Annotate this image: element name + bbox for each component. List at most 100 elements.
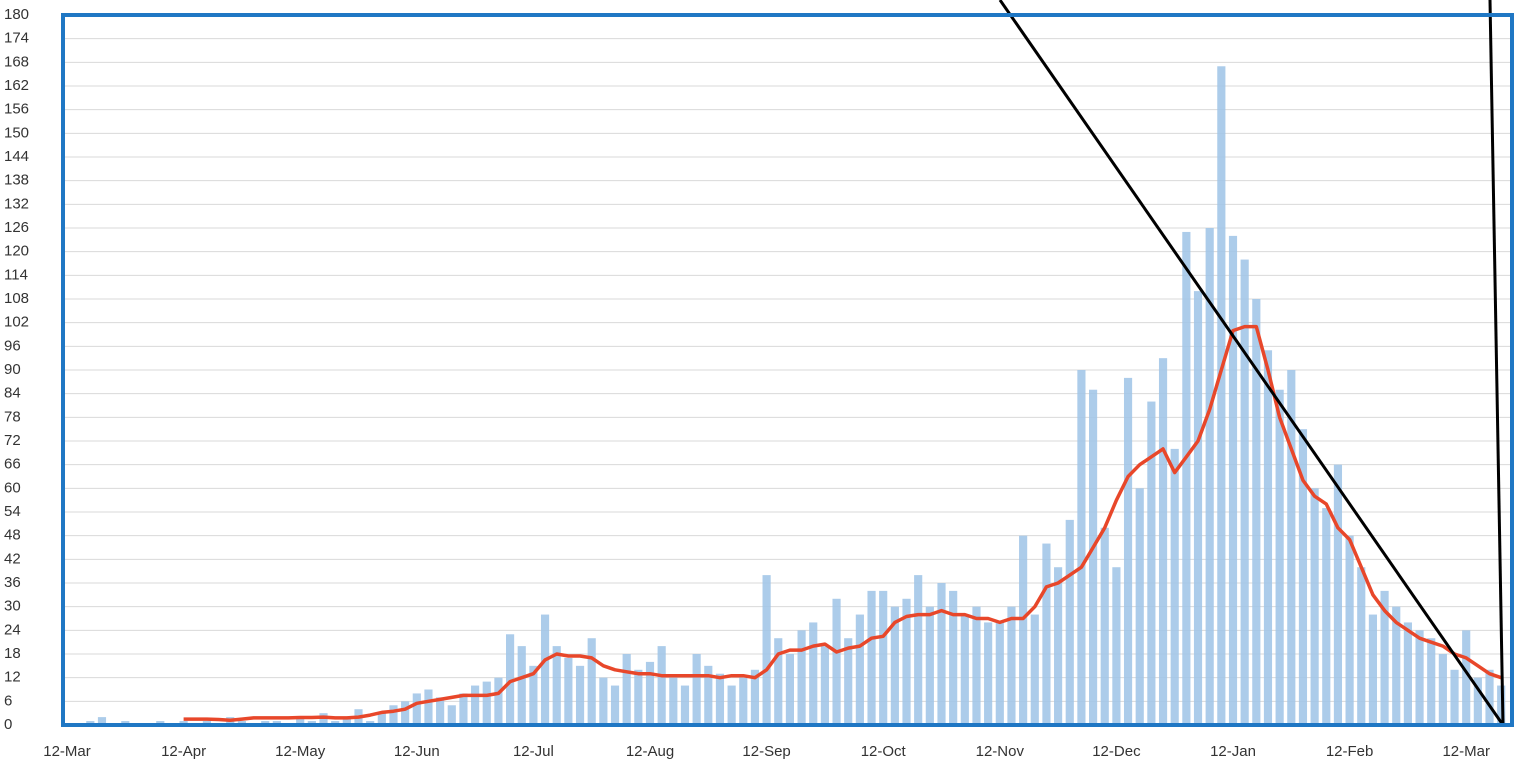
x-tick-label: 12-Jan — [1210, 743, 1256, 760]
bar — [1322, 508, 1331, 725]
bar — [1065, 519, 1074, 725]
bar — [1368, 614, 1378, 725]
bar — [925, 606, 934, 725]
bar — [1054, 567, 1063, 725]
bar — [1123, 377, 1133, 725]
bar — [715, 673, 725, 725]
bar — [1252, 299, 1261, 725]
bar — [610, 685, 620, 725]
y-tick-label: 72 — [4, 432, 21, 449]
bar — [505, 634, 515, 725]
trend-line — [1488, 0, 1505, 726]
bar — [471, 685, 480, 725]
bar — [949, 590, 958, 725]
bar — [1135, 488, 1144, 725]
bar — [424, 689, 433, 725]
bar — [1100, 527, 1109, 725]
y-tick-label: 126 — [4, 219, 29, 236]
y-tick-label: 168 — [4, 53, 29, 70]
bar — [319, 713, 328, 725]
bar — [1217, 66, 1226, 726]
y-tick-label: 156 — [4, 101, 29, 118]
bar — [599, 677, 608, 725]
y-tick-label: 12 — [4, 669, 21, 686]
y-tick-label: 120 — [4, 243, 29, 260]
bar — [1450, 669, 1459, 725]
x-tick-label: 12-Jun — [394, 743, 440, 760]
y-tick-label: 90 — [4, 361, 21, 378]
bar — [984, 622, 993, 725]
bar — [995, 622, 1004, 725]
bar — [529, 665, 538, 725]
bar — [552, 646, 561, 725]
bar — [972, 606, 981, 725]
x-tick-label: 12-Sep — [742, 743, 790, 760]
bar — [494, 677, 503, 725]
y-tick-label: 6 — [4, 692, 12, 709]
y-tick-label: 18 — [4, 645, 21, 662]
bar — [1030, 614, 1039, 725]
y-tick-label: 24 — [4, 621, 21, 638]
bar — [867, 590, 876, 725]
x-tick-label: 12-Dec — [1092, 743, 1141, 760]
bar — [657, 646, 666, 725]
bar — [1357, 567, 1366, 725]
lines — [183, 324, 1502, 723]
bar — [1462, 630, 1471, 725]
plot-border — [61, 13, 1514, 727]
y-tick-label: 36 — [4, 574, 21, 591]
bar — [1147, 401, 1156, 725]
bar — [622, 654, 631, 725]
moving-average-line — [183, 324, 1502, 723]
bar — [517, 646, 526, 725]
bar — [890, 606, 899, 725]
bar — [1298, 429, 1308, 725]
bar — [1403, 622, 1412, 725]
y-tick-label: 0 — [4, 716, 12, 733]
y-tick-label: 48 — [4, 527, 21, 544]
bar — [855, 614, 864, 725]
bar — [692, 654, 701, 725]
y-tick-label: 66 — [4, 456, 21, 473]
bar — [1333, 464, 1343, 725]
bar — [1170, 448, 1179, 725]
y-tick-label: 30 — [4, 598, 21, 615]
bar — [750, 669, 760, 725]
bar — [1427, 638, 1436, 725]
bar — [1042, 543, 1051, 725]
bar — [1240, 259, 1249, 725]
y-tick-label: 144 — [4, 148, 29, 165]
y-tick-label: 78 — [4, 408, 21, 425]
bar — [1112, 567, 1121, 725]
bar — [937, 583, 946, 725]
y-tick-label: 102 — [4, 314, 29, 331]
bar — [97, 717, 107, 725]
y-tick-label: 132 — [4, 195, 29, 212]
bar — [377, 713, 386, 725]
bar — [1345, 535, 1354, 725]
trend-line — [998, 0, 1505, 726]
x-tick-label: 12-Feb — [1326, 743, 1374, 760]
bar — [669, 677, 678, 725]
y-tick-label: 60 — [4, 479, 21, 496]
x-tick-label: 12-Mar — [1442, 743, 1490, 760]
x-tick-label: 12-Aug — [626, 743, 674, 760]
bar — [1193, 291, 1203, 725]
bar — [1485, 669, 1494, 725]
bar — [739, 677, 748, 725]
bar — [1275, 389, 1284, 725]
bar — [960, 614, 969, 725]
y-tick-label: 42 — [4, 550, 21, 567]
bar — [902, 598, 911, 725]
bar — [412, 693, 421, 725]
bar — [1007, 606, 1016, 725]
bar — [1077, 370, 1086, 725]
x-tick-label: 12-Oct — [861, 743, 907, 760]
bar — [1228, 235, 1238, 725]
y-tick-label: 180 — [4, 6, 29, 23]
x-tick-label: 12-Jul — [513, 743, 554, 760]
x-tick-label: 12-May — [275, 743, 326, 760]
bar — [1182, 231, 1191, 725]
bar — [634, 669, 643, 725]
